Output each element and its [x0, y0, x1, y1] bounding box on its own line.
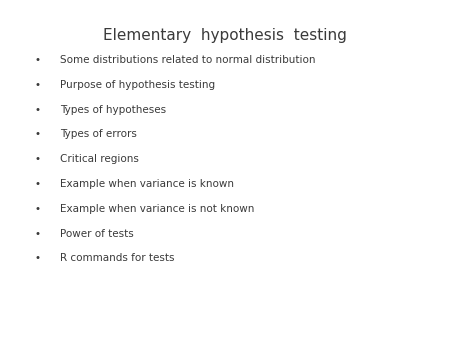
Text: Power of tests: Power of tests — [60, 228, 134, 239]
Text: •: • — [35, 254, 41, 263]
Text: Elementary  hypothesis  testing: Elementary hypothesis testing — [103, 28, 347, 43]
Text: Some distributions related to normal distribution: Some distributions related to normal dis… — [60, 55, 315, 65]
Text: •: • — [35, 204, 41, 214]
Text: Example when variance is not known: Example when variance is not known — [60, 204, 254, 214]
Text: Critical regions: Critical regions — [60, 154, 139, 164]
Text: •: • — [35, 179, 41, 189]
Text: •: • — [35, 129, 41, 139]
Text: Example when variance is known: Example when variance is known — [60, 179, 234, 189]
Text: •: • — [35, 228, 41, 239]
Text: Types of hypotheses: Types of hypotheses — [60, 104, 166, 115]
Text: •: • — [35, 104, 41, 115]
Text: •: • — [35, 154, 41, 164]
Text: R commands for tests: R commands for tests — [60, 254, 175, 263]
Text: Types of errors: Types of errors — [60, 129, 137, 139]
Text: •: • — [35, 80, 41, 90]
Text: Purpose of hypothesis testing: Purpose of hypothesis testing — [60, 80, 215, 90]
Text: •: • — [35, 55, 41, 65]
